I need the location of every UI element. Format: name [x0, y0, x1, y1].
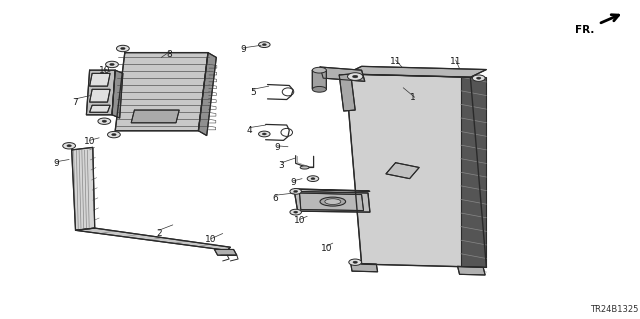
Polygon shape — [72, 147, 95, 230]
Text: 1: 1 — [410, 93, 415, 102]
Ellipse shape — [312, 67, 326, 73]
Polygon shape — [461, 77, 486, 267]
Polygon shape — [76, 228, 230, 250]
Circle shape — [259, 131, 270, 137]
Polygon shape — [294, 189, 370, 191]
Circle shape — [106, 61, 118, 68]
Circle shape — [262, 44, 266, 46]
Circle shape — [476, 77, 481, 79]
Polygon shape — [294, 191, 370, 212]
Polygon shape — [90, 89, 110, 102]
Polygon shape — [339, 74, 355, 111]
Circle shape — [63, 143, 76, 149]
Polygon shape — [386, 163, 419, 179]
Polygon shape — [90, 105, 110, 112]
Circle shape — [290, 189, 301, 194]
Text: FR.: FR. — [575, 25, 594, 35]
Circle shape — [472, 75, 485, 81]
Text: 9: 9 — [241, 45, 246, 54]
Text: 10: 10 — [99, 66, 110, 75]
Ellipse shape — [300, 166, 309, 169]
Polygon shape — [351, 263, 378, 272]
Text: 10: 10 — [321, 244, 332, 253]
Circle shape — [262, 133, 266, 135]
Text: 10: 10 — [294, 216, 305, 225]
Polygon shape — [131, 110, 179, 123]
Circle shape — [110, 63, 115, 66]
Text: 3: 3 — [279, 161, 284, 170]
Circle shape — [294, 211, 298, 213]
Ellipse shape — [325, 199, 341, 204]
Polygon shape — [115, 53, 208, 131]
Text: TR24B1325: TR24B1325 — [590, 305, 639, 314]
Circle shape — [311, 178, 315, 180]
Text: 7: 7 — [73, 98, 78, 107]
Circle shape — [349, 259, 362, 265]
Text: 8: 8 — [167, 50, 172, 59]
Ellipse shape — [312, 86, 326, 92]
Circle shape — [353, 261, 358, 263]
Circle shape — [102, 120, 106, 122]
Circle shape — [353, 75, 358, 78]
Circle shape — [108, 131, 120, 138]
Text: 4: 4 — [247, 126, 252, 135]
Text: 5: 5 — [250, 88, 255, 97]
Polygon shape — [300, 193, 364, 211]
Polygon shape — [112, 70, 123, 118]
Polygon shape — [90, 73, 110, 86]
Text: 6: 6 — [273, 194, 278, 203]
Text: 9: 9 — [275, 143, 280, 152]
Polygon shape — [86, 70, 115, 115]
Text: 9: 9 — [54, 159, 59, 168]
Circle shape — [294, 190, 298, 192]
Circle shape — [120, 48, 125, 49]
Text: 11: 11 — [450, 57, 461, 66]
Circle shape — [259, 42, 270, 48]
Circle shape — [348, 73, 363, 80]
Circle shape — [67, 145, 72, 147]
Polygon shape — [346, 66, 486, 77]
Text: 2: 2 — [156, 229, 161, 238]
Text: 10: 10 — [205, 235, 217, 244]
Polygon shape — [312, 70, 326, 89]
Circle shape — [116, 45, 129, 52]
Text: 10: 10 — [84, 137, 95, 146]
Polygon shape — [214, 249, 237, 255]
Text: 9: 9 — [291, 178, 296, 187]
Text: 11: 11 — [390, 57, 401, 66]
Ellipse shape — [320, 197, 346, 206]
Polygon shape — [198, 53, 216, 136]
Polygon shape — [458, 266, 485, 275]
Circle shape — [111, 134, 116, 136]
Circle shape — [98, 118, 111, 124]
Polygon shape — [346, 74, 486, 267]
Circle shape — [307, 176, 319, 182]
Circle shape — [290, 209, 301, 215]
Polygon shape — [320, 67, 365, 81]
